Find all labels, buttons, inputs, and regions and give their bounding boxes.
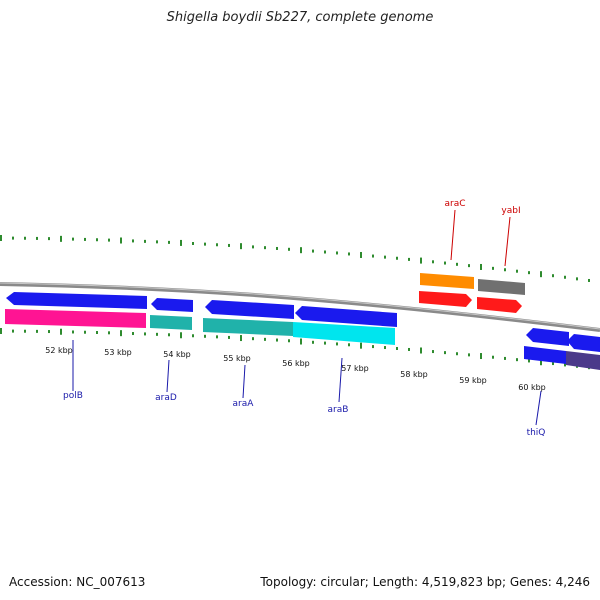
kbp-label: 52 kbp bbox=[45, 346, 73, 355]
gene-araA-arrow[interactable] bbox=[205, 300, 294, 319]
gene-araA-bar[interactable] bbox=[203, 318, 293, 336]
gene-label-araD: araD bbox=[155, 393, 177, 403]
gene-label-araB: araB bbox=[328, 405, 349, 415]
gene-label-polB: polB bbox=[63, 391, 83, 401]
gene-araB-arrow[interactable] bbox=[295, 306, 397, 327]
kbp-label: 56 kbp bbox=[282, 359, 310, 368]
kbp-label: 60 kbp bbox=[518, 383, 546, 392]
kbp-scale-labels: 52 kbp 53 kbp 54 kbp 55 kbp 56 kbp 57 kb… bbox=[45, 346, 546, 392]
kbp-label: 58 kbp bbox=[400, 370, 428, 379]
gene-label-araA: araA bbox=[233, 399, 255, 409]
gene-araD-bar[interactable] bbox=[150, 315, 192, 330]
feature-track-upper bbox=[419, 273, 525, 313]
label-leaders bbox=[72, 209, 542, 426]
gene-label-yabI: yabI bbox=[501, 206, 520, 216]
genome-summary-text: Topology: circular; Length: 4,519,823 bp… bbox=[260, 575, 590, 589]
gene-polB-bar[interactable] bbox=[5, 309, 146, 328]
feature-track-lower bbox=[5, 292, 600, 370]
kbp-label: 55 kbp bbox=[223, 354, 251, 363]
gene-araC-bar[interactable] bbox=[420, 273, 474, 289]
gene-label-araC: araC bbox=[444, 199, 465, 209]
accession-text: Accession: NC_007613 bbox=[9, 575, 146, 589]
gene-polB-arrow[interactable] bbox=[6, 292, 147, 309]
gene-thiQ-bar-a[interactable] bbox=[524, 346, 566, 364]
kbp-label: 54 kbp bbox=[163, 350, 191, 359]
outer-tick-track bbox=[0, 235, 590, 282]
inner-tick-track bbox=[0, 328, 590, 370]
gene-araB-bar[interactable] bbox=[293, 322, 395, 345]
genome-backbone bbox=[0, 282, 600, 332]
gene-label-thiQ: thiQ bbox=[527, 428, 546, 438]
gene-thiQ-arrow-b[interactable] bbox=[567, 334, 600, 352]
kbp-label: 59 kbp bbox=[459, 376, 487, 385]
map-title: Shigella boydii Sb227, complete genome bbox=[166, 10, 434, 25]
gene-thiQ-bar-b[interactable] bbox=[566, 351, 600, 370]
kbp-label: 57 kbp bbox=[341, 364, 369, 373]
gene-yabI-arrow[interactable] bbox=[477, 297, 522, 313]
gene-araD-arrow[interactable] bbox=[151, 298, 193, 312]
kbp-label: 53 kbp bbox=[104, 348, 132, 357]
gene-araC-arrow[interactable] bbox=[419, 291, 472, 307]
gene-yabI-bar[interactable] bbox=[478, 279, 525, 295]
gene-thiQ-arrow-a[interactable] bbox=[526, 328, 569, 346]
